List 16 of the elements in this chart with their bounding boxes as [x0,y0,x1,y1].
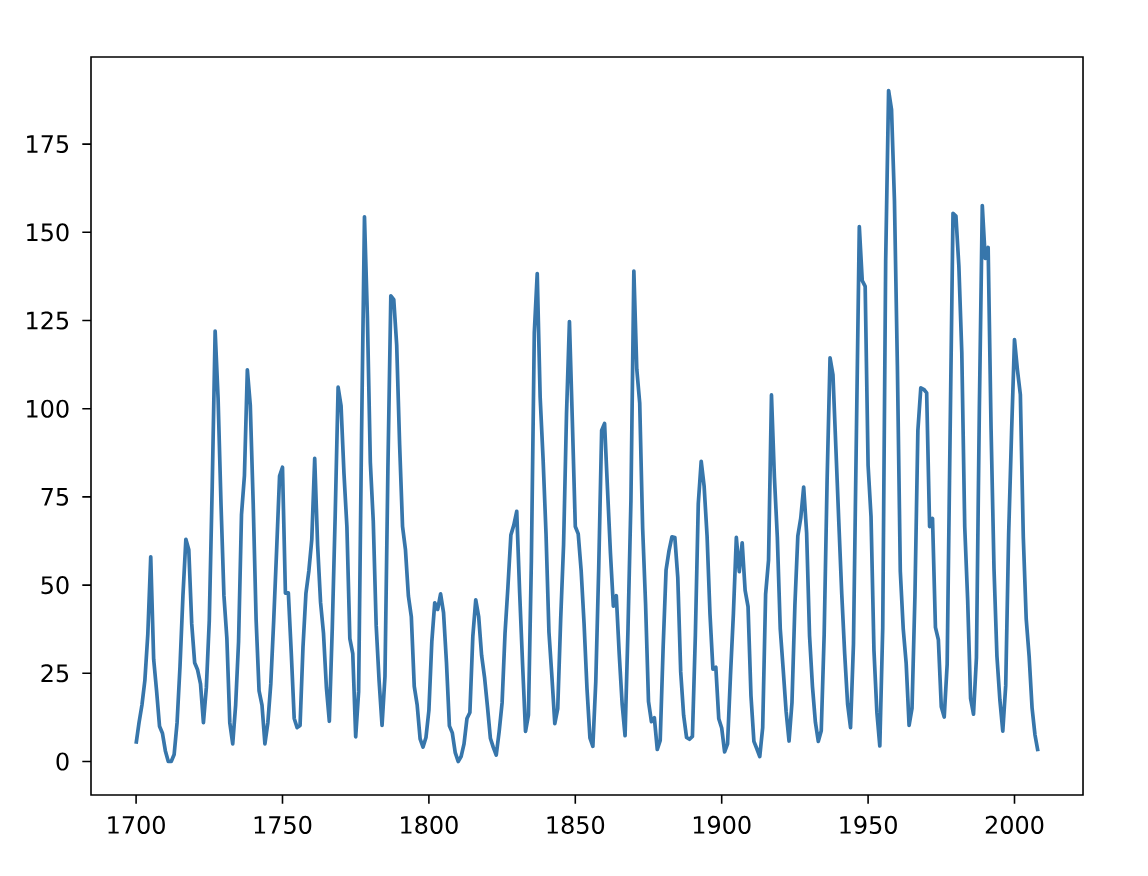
y-tick-label: 150 [27,223,69,242]
y-tick-label: 175 [27,135,69,154]
x-tick-label: 1950 [840,815,897,834]
line-series [134,88,1040,764]
x-tick-label: 2000 [985,815,1044,834]
x-tick-label: 1850 [547,815,605,834]
x-tick-label: 1750 [254,815,312,834]
x-tick-label: 1900 [693,815,751,834]
y-tick-label: 75 [41,488,69,506]
y-tick-label: 125 [27,311,69,330]
y-tick-label: 25 [41,664,69,683]
y-tick-label: 50 [41,576,69,595]
y-tick-label: 0 [56,752,69,771]
x-tick-label: 1700 [108,815,165,834]
y-tick-label: 100 [27,399,69,418]
x-tick-label: 1800 [401,815,458,834]
